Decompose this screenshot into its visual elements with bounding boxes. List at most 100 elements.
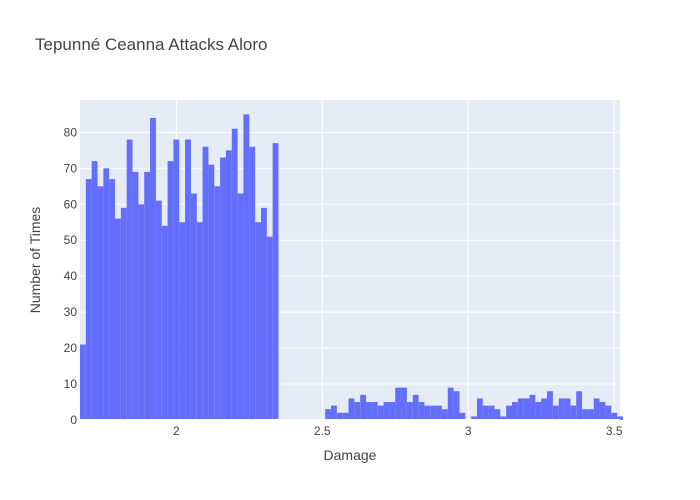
x-axis-title: Damage (324, 447, 377, 463)
histogram-bar (109, 179, 116, 420)
histogram-bar (214, 186, 221, 420)
histogram-bar (377, 405, 384, 420)
histogram-bar (167, 161, 174, 420)
chart-title: Tepunné Ceanna Attacks Aloro (35, 35, 268, 54)
histogram-bar (179, 222, 186, 420)
histogram-bar (249, 146, 256, 420)
histogram-bar (605, 405, 612, 420)
histogram-bar (331, 405, 337, 420)
histogram-bar (494, 409, 501, 420)
histogram-bar (336, 412, 343, 420)
histogram-bar (617, 416, 623, 420)
histogram-bar (348, 398, 355, 420)
histogram-bar (383, 402, 390, 420)
histogram-bar (260, 207, 267, 420)
histogram-bar (512, 402, 518, 420)
histogram-bar (196, 222, 203, 420)
histogram-bar (453, 391, 460, 420)
histogram-bar (395, 387, 402, 420)
histogram-bar (471, 416, 477, 420)
histogram-bar (576, 391, 583, 420)
histogram-bar (412, 394, 419, 420)
histogram-bar (190, 193, 197, 420)
y-tick-label: 50 (64, 233, 78, 247)
histogram-bar (599, 402, 606, 420)
y-axis-title: Number of Times (27, 207, 43, 314)
histogram-bar (441, 409, 448, 420)
histogram-bar (91, 161, 98, 420)
histogram-bar (225, 150, 232, 420)
histogram-bar (447, 387, 454, 420)
histogram-bar (231, 128, 238, 420)
histogram-bar (371, 402, 378, 420)
histogram-bar (570, 405, 577, 420)
histogram-bar (85, 179, 92, 420)
x-tick-label: 3.5 (606, 424, 623, 438)
y-tick-label: 30 (64, 305, 78, 319)
y-tick-label: 40 (64, 269, 78, 283)
histogram-bar (529, 394, 536, 420)
histogram-bar (255, 222, 261, 420)
histogram-bar (266, 236, 273, 420)
histogram-bar (342, 412, 349, 420)
histogram-bar (138, 204, 145, 420)
x-axis-tick-labels: 2 2.5 3 3.5 (173, 424, 623, 438)
histogram-bar (144, 171, 151, 420)
histogram-bar (541, 398, 548, 420)
histogram-bar (161, 225, 168, 420)
histogram-bar (488, 405, 495, 420)
histogram-bar (593, 398, 600, 420)
histogram-bar (360, 394, 367, 420)
y-tick-label: 10 (64, 377, 78, 391)
histogram-bar (366, 402, 372, 420)
histogram-bar (155, 200, 162, 420)
histogram-bar (517, 398, 524, 420)
histogram-bar (611, 412, 618, 420)
histogram-bar (120, 207, 127, 420)
histogram-bar (418, 402, 425, 420)
y-tick-label: 0 (70, 413, 77, 427)
histogram-bar (185, 139, 191, 420)
histogram-bar (115, 218, 121, 420)
y-tick-label: 70 (64, 161, 78, 175)
histogram-bar (506, 405, 512, 420)
histogram-bar (389, 402, 396, 420)
histogram-bar (243, 114, 250, 420)
histogram-bar (587, 409, 594, 420)
histogram-bars (80, 114, 623, 421)
histogram-bar (564, 398, 571, 420)
histogram-bar (582, 409, 588, 420)
histogram-bar (220, 157, 226, 421)
histogram-bar (103, 168, 110, 420)
histogram-bar (552, 405, 559, 420)
histogram-bar (325, 409, 332, 420)
y-tick-label: 20 (64, 341, 78, 355)
x-tick-label: 3 (465, 424, 472, 438)
histogram-bar (132, 171, 139, 420)
histogram-bar (173, 139, 180, 420)
histogram-bar (436, 405, 442, 420)
histogram-bar (406, 402, 413, 420)
histogram-bar (482, 405, 489, 420)
histogram-bar (97, 186, 104, 420)
x-tick-label: 2 (173, 424, 180, 438)
histogram-bar (523, 398, 530, 420)
histogram-bar (202, 146, 209, 420)
histogram-bar (535, 402, 542, 420)
histogram-bar (126, 139, 133, 420)
histogram-bar (208, 164, 215, 420)
histogram-bar (401, 387, 407, 420)
histogram-bar (237, 193, 244, 420)
histogram-bar (459, 412, 466, 420)
histogram-bar (476, 398, 483, 420)
histogram-bar (558, 398, 565, 420)
histogram-bar (500, 416, 507, 420)
histogram-bar (150, 117, 156, 420)
histogram-bar (547, 391, 553, 420)
histogram-bar (430, 405, 437, 420)
histogram-bar (272, 143, 279, 421)
y-tick-label: 60 (64, 197, 78, 211)
x-tick-label: 2.5 (314, 424, 331, 438)
y-tick-label: 80 (64, 125, 78, 139)
